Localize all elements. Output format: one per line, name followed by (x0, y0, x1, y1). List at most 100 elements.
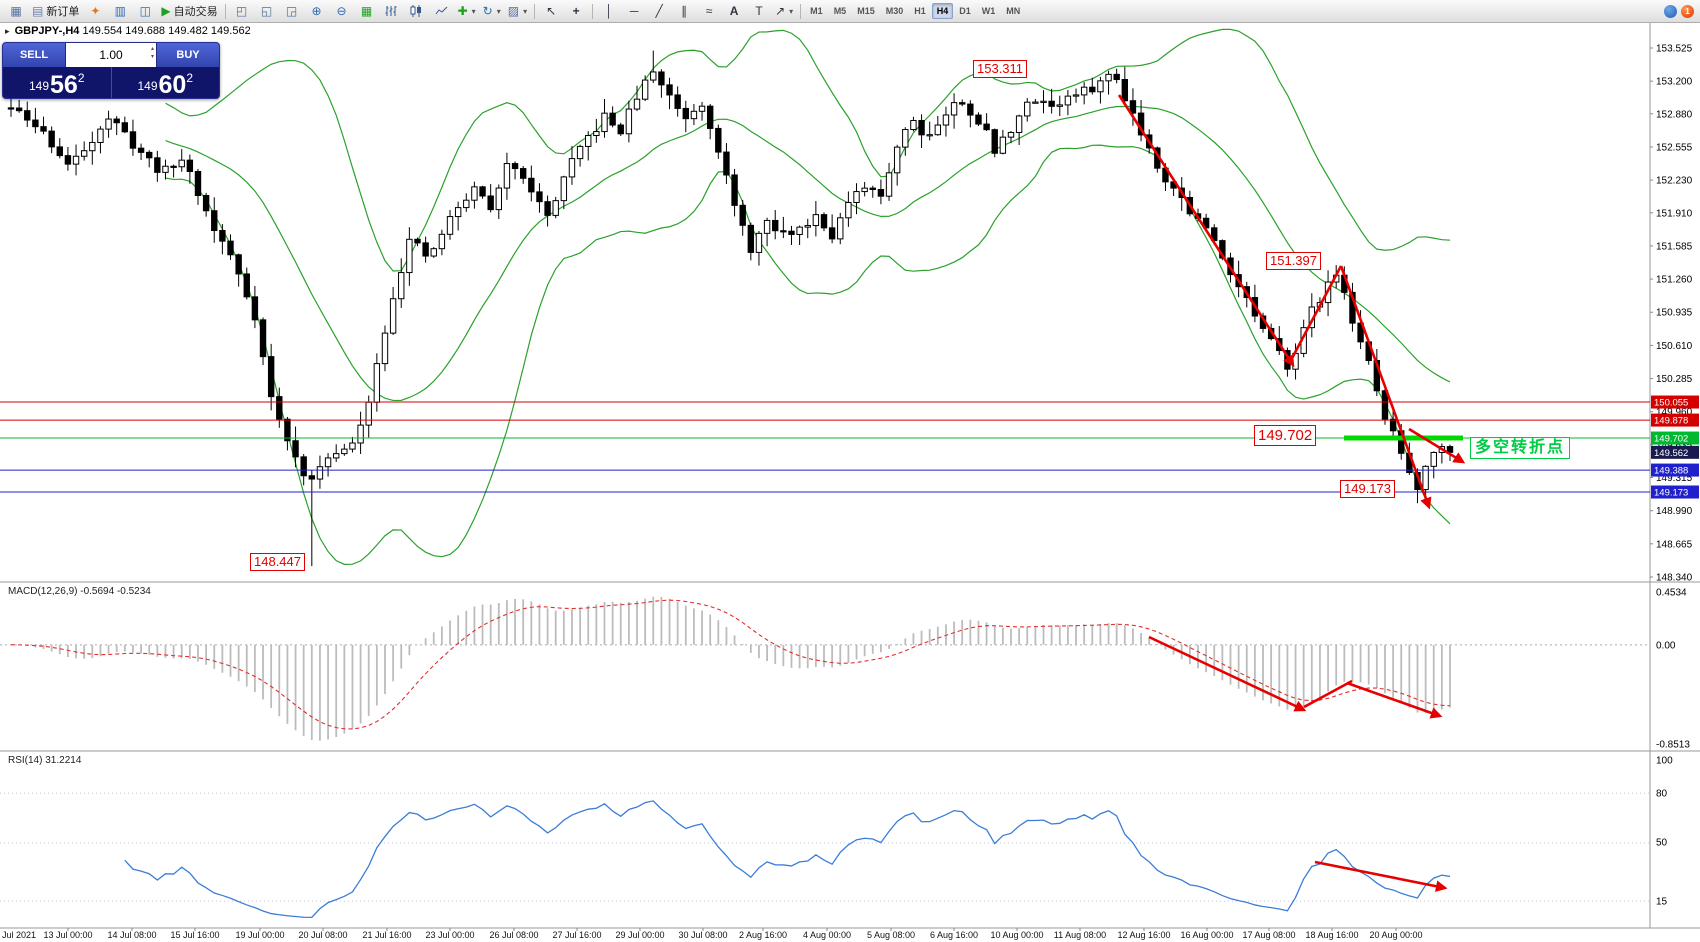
turning-point-note[interactable]: 多空转折点 (1470, 437, 1571, 459)
price-callout-149.702[interactable]: 149.702 (1254, 425, 1317, 446)
quote-line: ▸ GBPJPY-,H4 149.554 149.688 149.482 149… (5, 25, 251, 37)
svg-text:153.525: 153.525 (1656, 44, 1693, 55)
volume-up-icon[interactable]: ▴ (150, 46, 154, 52)
notification-badge[interactable]: 1 (1681, 4, 1694, 18)
trend-arrows-rsi[interactable] (1314, 860, 1448, 892)
timeframe-mn-button[interactable]: MN (1006, 6, 1021, 16)
horizontal-lines[interactable] (0, 401, 1650, 493)
auto-trading-button[interactable]: ▶ 自动交易 (158, 2, 220, 20)
svg-text:4 Aug 00:00: 4 Aug 00:00 (803, 930, 851, 940)
zoom-in-button[interactable]: ⊕ (305, 2, 329, 20)
svg-text:151.585: 151.585 (1656, 241, 1693, 252)
volume-field[interactable]: 1.00 ▴ ▾ (65, 43, 157, 67)
shapes-tool-button[interactable]: ↗ ▾ (772, 2, 796, 20)
timeframe-w1-button[interactable]: W1 (981, 6, 996, 16)
volume-spinner[interactable]: ▴ ▾ (151, 45, 154, 62)
svg-text:149.173: 149.173 (1654, 488, 1688, 499)
terminal-button[interactable]: ◫ (133, 2, 157, 20)
timeframe-m30-button[interactable]: M30 (885, 6, 904, 16)
market-watch-button[interactable]: ▥ (108, 2, 132, 20)
fibonacci-tool-button[interactable]: ≈ (697, 2, 721, 20)
bar-chart-button[interactable] (380, 2, 404, 20)
svg-text:149.562: 149.562 (1654, 448, 1688, 459)
svg-text:27 Jul 16:00: 27 Jul 16:00 (552, 930, 601, 940)
add-indicator-button[interactable]: ✚ ▾ (455, 2, 479, 20)
sell-price-sup: 2 (77, 71, 85, 85)
svg-text:MACD(12,26,9) -0.5694 -0.5234: MACD(12,26,9) -0.5694 -0.5234 (8, 586, 151, 597)
price-divider (110, 67, 112, 98)
candlestick-chart-button[interactable] (405, 2, 429, 20)
price-callout-151.397[interactable]: 151.397 (1266, 252, 1321, 270)
auto-refresh-button[interactable]: ↻ ▾ (480, 2, 504, 20)
community-icon[interactable] (1664, 4, 1677, 18)
crosshair-button[interactable]: + (564, 2, 588, 20)
vertical-line-tool-button[interactable]: │ (597, 2, 621, 20)
svg-text:16 Aug 00:00: 16 Aug 00:00 (1180, 930, 1233, 940)
timeframe-h1-button[interactable]: H1 (914, 6, 926, 16)
window-tile-horizontal-button[interactable]: ◱ (255, 2, 279, 20)
window-tile-vertical-icon: ◲ (285, 4, 298, 18)
price-axis: 153.525 153.200 152.880 152.555 152.230 151.9… (1650, 44, 1699, 908)
svg-text:15 Jul 16:00: 15 Jul 16:00 (170, 930, 219, 940)
main-toolbar: ▦ ▤ 新订单 ✦ ▥ ◫ ▶ 自动交易 ◰ ◱ ◲ ⊕ ⊖ ▦ ✚ ▾ ↻ ▾ ▨ ▾ … (0, 0, 1700, 23)
time-axis: Jul 2021 13 Jul 00:00 14 Jul 08:00 15 Jul 1… (2, 928, 1423, 940)
trendline-icon: ╱ (655, 4, 663, 18)
text-icon: A (729, 4, 739, 18)
templates-button[interactable]: ▨ ▾ (505, 2, 530, 20)
window-cascade-button[interactable]: ◰ (230, 2, 254, 20)
rsi-line (124, 800, 1451, 918)
svg-text:26 Jul 08:00: 26 Jul 08:00 (489, 930, 538, 940)
svg-text:50: 50 (1656, 838, 1668, 849)
svg-text:21 Jul 16:00: 21 Jul 16:00 (362, 930, 411, 940)
chevron-down-icon: ▾ (523, 6, 528, 16)
buy-price-prefix: 149 (137, 79, 158, 93)
svg-text:5 Aug 08:00: 5 Aug 08:00 (867, 930, 915, 940)
tile-windows-button[interactable]: ▦ (355, 2, 379, 20)
svg-text:151.260: 151.260 (1656, 275, 1693, 286)
svg-text:10 Aug 00:00: 10 Aug 00:00 (990, 930, 1043, 940)
line-chart-button[interactable] (430, 2, 454, 20)
cursor-button[interactable]: ↖ (539, 2, 563, 20)
text-tool-button[interactable]: A (722, 2, 746, 20)
price-callout-148.447[interactable]: 148.447 (250, 553, 305, 571)
label-tool-button[interactable]: T (747, 2, 771, 20)
buy-price[interactable]: 149 60 2 (112, 67, 220, 98)
timeframe-m1-button[interactable]: M1 (810, 6, 823, 16)
svg-text:13 Jul 00:00: 13 Jul 00:00 (43, 930, 92, 940)
channel-tool-button[interactable]: ∥ (672, 2, 696, 20)
svg-text:20 Aug 00:00: 20 Aug 00:00 (1369, 930, 1422, 940)
svg-text:0.00: 0.00 (1656, 641, 1676, 652)
window-cascade-icon: ◰ (235, 4, 248, 18)
trendline-tool-button[interactable]: ╱ (647, 2, 671, 20)
terminal-icon: ◫ (139, 4, 152, 18)
refresh-icon: ↻ (482, 4, 493, 18)
horizontal-line-tool-button[interactable]: ─ (622, 2, 646, 20)
buy-button[interactable]: BUY (157, 43, 219, 67)
trend-arrows-macd[interactable] (1148, 635, 1443, 719)
svg-text:100: 100 (1656, 756, 1673, 767)
trend-arrows-main[interactable] (1117, 94, 1466, 510)
price-callout-153.311[interactable]: 153.311 (973, 60, 1028, 78)
chevron-down-icon: ▾ (496, 6, 501, 16)
window-tile-vertical-button[interactable]: ◲ (280, 2, 304, 20)
panel-top-row: SELL 1.00 ▴ ▾ BUY (3, 43, 219, 67)
toolbar-right-group: 1 (1664, 4, 1696, 18)
timeframe-m15-button[interactable]: M15 (857, 6, 875, 16)
price-callout-149.173[interactable]: 149.173 (1340, 480, 1395, 498)
volume-down-icon[interactable]: ▾ (150, 54, 154, 61)
timeframe-m5-button[interactable]: M5 (833, 6, 847, 16)
sell-price[interactable]: 149 56 2 (3, 67, 111, 98)
timeframe-d1-button[interactable]: D1 (959, 6, 971, 16)
svg-text:149.702: 149.702 (1654, 434, 1688, 445)
mql5-compass-button[interactable]: ✦ (83, 2, 107, 20)
zoom-out-button[interactable]: ⊖ (330, 2, 354, 20)
sell-button[interactable]: SELL (3, 43, 65, 67)
svg-text:18 Aug 16:00: 18 Aug 16:00 (1305, 930, 1358, 940)
horizontal-line-icon: ─ (629, 4, 639, 18)
new-order-label: 新订单 (46, 6, 80, 18)
timeframe-h4-button[interactable]: H4 (931, 3, 954, 19)
new-order-button[interactable]: ▤ 新订单 (29, 2, 82, 20)
chart-window-button[interactable]: ▦ (4, 2, 28, 20)
